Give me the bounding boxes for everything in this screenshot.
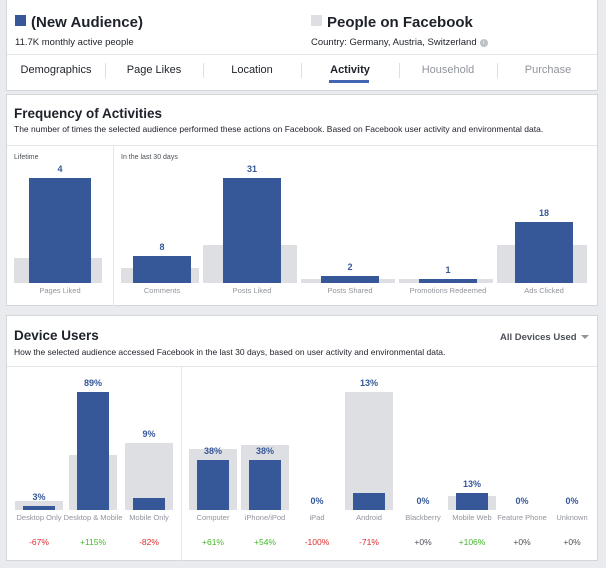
baseline-bar bbox=[15, 500, 63, 510]
bar-value-label: 9% bbox=[142, 428, 156, 439]
bar-value-label: 0% bbox=[310, 496, 324, 506]
comparison-percent: +0% bbox=[563, 537, 581, 547]
category-label: Pages Liked bbox=[39, 286, 81, 295]
category-label: Posts Shared bbox=[327, 286, 373, 295]
bar-value-label: 13% bbox=[462, 478, 481, 489]
last-30-days-label: In the last 30 days bbox=[121, 154, 178, 161]
category-label: Comments bbox=[143, 286, 181, 295]
bar-value-label: 8 bbox=[159, 241, 165, 252]
bar-value-label: 38% bbox=[203, 445, 222, 456]
category-label: Posts Liked bbox=[232, 286, 272, 295]
tab-separator bbox=[105, 63, 106, 78]
category-label: Unknown bbox=[556, 513, 588, 522]
bar-value-label: 0% bbox=[565, 496, 579, 506]
tab-page-likes[interactable]: Page Likes bbox=[126, 64, 182, 76]
comparison-percent: +115% bbox=[79, 537, 107, 547]
device-title: Device Users bbox=[14, 328, 99, 343]
tab-separator bbox=[203, 63, 204, 78]
audience-bar bbox=[515, 222, 573, 283]
audience-bar bbox=[223, 178, 281, 283]
comparison-country: Country: Germany, Austria, Switzerland bbox=[311, 37, 477, 48]
device-users-card: Device Users How the selected audience a… bbox=[6, 315, 598, 561]
category-label: Feature Phone bbox=[497, 513, 547, 522]
audience-bar bbox=[321, 276, 379, 283]
bar-value-label: 38% bbox=[255, 445, 274, 456]
tab-demographics[interactable]: Demographics bbox=[20, 64, 92, 76]
chevron-down-icon bbox=[580, 335, 589, 340]
baseline-bar bbox=[345, 392, 393, 510]
comparison-percent: +61% bbox=[202, 537, 224, 547]
audience-bar bbox=[29, 178, 91, 283]
category-label: Desktop & Mobile bbox=[63, 513, 123, 522]
info-icon[interactable]: i bbox=[479, 39, 488, 47]
bar-value-label: 18 bbox=[538, 208, 549, 219]
category-label: iPad bbox=[309, 513, 325, 522]
category-label: Blackberry bbox=[405, 513, 441, 522]
audience-bar bbox=[77, 392, 109, 510]
audience-bar bbox=[419, 279, 477, 283]
audience-bar bbox=[133, 498, 165, 510]
tab-bar: Demographics Page Likes Location Activit… bbox=[7, 54, 597, 86]
section-divider bbox=[7, 145, 597, 146]
category-label: Desktop Only bbox=[16, 513, 62, 522]
device-filter-value: All Devices Used bbox=[500, 332, 577, 343]
tab-activity[interactable]: Activity bbox=[330, 64, 370, 76]
category-label: Computer bbox=[196, 513, 230, 522]
group-divider bbox=[181, 366, 182, 561]
bar-value-label: 89% bbox=[83, 378, 102, 388]
comparison-percent: +0% bbox=[513, 537, 531, 547]
selected-audience: (New Audience) 11.7K monthly active peop… bbox=[15, 14, 143, 48]
comparison-percent: -100% bbox=[304, 537, 330, 547]
tab-separator bbox=[497, 63, 498, 78]
bar-value-label: 0% bbox=[416, 496, 430, 506]
frequency-description: The number of times the selected audienc… bbox=[14, 124, 544, 134]
comparison-color-swatch bbox=[311, 15, 322, 27]
comparison-audience: People on Facebook Country: Germany, Aus… bbox=[311, 14, 488, 48]
audience-bar bbox=[353, 492, 385, 510]
category-label: iPhone/iPod bbox=[244, 513, 286, 522]
audience-color-swatch bbox=[15, 15, 26, 27]
category-label: Mobile Only bbox=[129, 513, 169, 522]
category-label: Android bbox=[356, 513, 382, 522]
tab-separator bbox=[301, 63, 302, 78]
audience-size: 11.7K monthly active people bbox=[15, 37, 134, 48]
comparison-name: People on Facebook bbox=[327, 14, 473, 31]
audience-bar bbox=[197, 459, 229, 510]
category-label: Promotions Redeemed bbox=[409, 286, 487, 295]
tab-location[interactable]: Location bbox=[231, 64, 273, 76]
active-tab-indicator bbox=[329, 80, 369, 83]
bar-value-label: 31 bbox=[246, 164, 257, 174]
category-label: Ads Clicked bbox=[524, 286, 564, 295]
section-divider bbox=[7, 366, 597, 367]
bar-value-label: 13% bbox=[359, 378, 378, 388]
audience-header: (New Audience) 11.7K monthly active peop… bbox=[6, 0, 598, 91]
device-filter-dropdown[interactable]: All Devices Used bbox=[500, 332, 589, 343]
bar-value-label: 2 bbox=[347, 262, 353, 273]
comparison-percent: -67% bbox=[29, 537, 49, 547]
comparison-percent: +54% bbox=[254, 537, 276, 547]
audience-bar bbox=[133, 255, 191, 283]
bar-value-label: 3% bbox=[32, 492, 46, 503]
frequency-title: Frequency of Activities bbox=[14, 106, 163, 121]
comparison-filter: Country: Germany, Austria, Switzerland i bbox=[311, 37, 488, 48]
lifetime-label: Lifetime bbox=[14, 154, 39, 161]
category-label: Mobile Web bbox=[452, 513, 492, 522]
bar-value-label: 0% bbox=[515, 496, 529, 506]
audience-name: (New Audience) bbox=[31, 14, 143, 31]
audience-bar bbox=[249, 459, 281, 510]
bar-value-label: 4 bbox=[57, 164, 63, 174]
device-description: How the selected audience accessed Faceb… bbox=[14, 347, 446, 357]
comparison-percent: -71% bbox=[359, 537, 379, 547]
tab-purchase[interactable]: Purchase bbox=[524, 64, 572, 76]
frequency-of-activities-card: Frequency of Activities The number of ti… bbox=[6, 94, 598, 306]
audience-bar bbox=[456, 492, 488, 510]
comparison-percent: +106% bbox=[458, 537, 486, 547]
tab-household[interactable]: Household bbox=[421, 64, 475, 76]
bar-value-label: 1 bbox=[445, 265, 451, 275]
comparison-percent: -82% bbox=[139, 537, 159, 547]
comparison-percent: +0% bbox=[414, 537, 432, 547]
tab-separator bbox=[399, 63, 400, 78]
group-divider bbox=[113, 145, 114, 306]
audience-bar bbox=[23, 506, 55, 510]
